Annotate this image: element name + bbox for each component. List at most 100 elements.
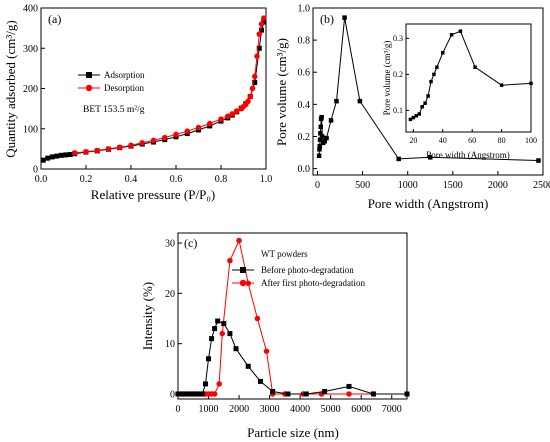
panel-c-label: (c) [184, 236, 197, 250]
panel-c-after-line [178, 238, 407, 395]
legend-desorption-label: Desorption [104, 83, 144, 93]
panel-c-after-point [216, 381, 222, 387]
panel-b-series-point [317, 143, 323, 149]
panel-b-ylabel: Pore volume (cm³/g) [274, 38, 289, 146]
panel-a-isotherm: 0.0 0.2 0.4 0.6 0.8 1.0 0 100 200 300 400 (a) BET … [3, 4, 272, 203]
panel-a-desorption-point [238, 105, 244, 112]
panel-c-before-point [196, 391, 202, 397]
panel-a-desorption-point [256, 31, 262, 37]
panel-a-xtick-label: 0.6 [170, 174, 183, 185]
panel-a-ylabel: Quantity adsorbed (cm³/g) [3, 20, 18, 157]
panel-c-before-point [285, 391, 291, 397]
panel-c-particle-size: 0 1000 2000 3000 4000 5000 6000 7000 0 10 20 30 (c)… [140, 232, 410, 440]
panel-c-before-point [221, 321, 227, 327]
inset-series-point [411, 115, 416, 120]
panel-c-after-point [254, 315, 261, 322]
panel-c-before-point [202, 381, 208, 387]
panel-a-desorption-point [150, 137, 157, 144]
panel-c-series [175, 237, 410, 397]
panel-c-before-point [404, 391, 410, 397]
panel-b-frame [312, 7, 544, 176]
panel-a-adsorption-point [54, 153, 60, 159]
panel-a-desorption-point [207, 120, 213, 127]
inset-frame [405, 23, 532, 133]
legend-adsorption-marker [86, 72, 92, 78]
inset-series-point [426, 94, 430, 98]
panel-b-series-point [319, 134, 325, 139]
panel-b-series-point [536, 158, 541, 163]
panel-c-ytick-label: 10 [165, 339, 175, 350]
panel-c-before-point [215, 318, 221, 324]
panel-c-after-point [211, 391, 218, 397]
panel-b-series-point [322, 139, 327, 144]
panel-b-xtick-label: 1000 [398, 180, 418, 191]
panel-a-ytick-label: 0 [33, 165, 38, 176]
panel-a-series [40, 15, 267, 163]
panel-b-series [316, 15, 541, 163]
panel-a-ytick-label: 100 [23, 124, 38, 135]
panel-b-ytick-label: 0.6 [298, 68, 311, 79]
panel-a-adsorption-point [45, 155, 51, 161]
panel-a-ytick-label: 200 [23, 84, 38, 95]
inset-ytick-label: 0.2 [393, 70, 403, 79]
panel-c-xtick-label: 0 [176, 404, 181, 415]
panel-b-xtick-label: 0 [315, 180, 320, 191]
panel-c-xtick-label: 3000 [260, 404, 280, 415]
panel-c-before-point [212, 326, 218, 332]
inset-xlabel: Pore width (Angstrom) [426, 150, 510, 160]
panel-c-after-point [346, 391, 352, 397]
legend-title: WT powders [261, 249, 308, 259]
panel-a-desorption-point [139, 140, 145, 146]
panel-a-ticks: 0.0 0.2 0.4 0.6 0.8 1.0 0 100 200 300 400 [23, 4, 272, 186]
inset-series-point [435, 65, 439, 69]
panel-a-desorption-point [72, 150, 78, 156]
inset-xtick-label: 80 [498, 136, 506, 145]
panel-c-after-point [236, 237, 242, 244]
panel-c-before-point [270, 388, 276, 394]
panel-a-adsorption-point [261, 19, 267, 25]
inset-series-point [423, 101, 427, 105]
panel-c-xtick-label: 1000 [199, 404, 219, 415]
inset-series-point [420, 105, 424, 109]
panel-b-series-point [342, 15, 347, 20]
panel-a-desorption-point [195, 124, 202, 131]
panel-c-before-point [245, 363, 251, 369]
panel-a-frame [40, 7, 267, 170]
panel-b-series-point [334, 98, 339, 104]
inset-ylabel: Pore volume (cm³/g) [382, 41, 392, 116]
panel-a-ytick-label: 300 [23, 44, 38, 55]
panel-c-before-point [199, 391, 205, 397]
panel-c-before-point [322, 388, 328, 394]
panel-a-desorption-point [162, 134, 168, 141]
panel-c-before-point [206, 356, 212, 362]
legend-desorption-marker [85, 84, 93, 92]
panel-a-xtick-label: 0.8 [215, 174, 228, 185]
panel-a-ytick-label: 400 [23, 4, 38, 15]
panel-b-xlabel: Pore width (Angstrom) [368, 196, 489, 211]
panel-a-adsorption-point [256, 45, 262, 51]
legend-after-label: After first photo-degradation [261, 278, 365, 288]
panel-c-before-point [303, 391, 309, 397]
panel-a-desorption-point [128, 142, 134, 149]
panel-b-xtick-label: 2000 [488, 180, 508, 191]
panel-a-xtick-label: 1.0 [260, 174, 273, 185]
inset-series [408, 29, 533, 122]
inset-xtick-label: 60 [468, 136, 476, 145]
panel-c-before-point [190, 391, 196, 397]
panel-c-before-point [370, 391, 376, 397]
panel-a-desorption-point [258, 21, 265, 27]
inset-xtick-label: 20 [409, 136, 417, 145]
panel-a-desorption-point [252, 73, 258, 80]
panel-a-desorption-point [83, 148, 89, 155]
panel-b-series-point [318, 124, 324, 130]
panel-c-ytick-label: 20 [165, 289, 175, 300]
panel-c-before-point [233, 346, 239, 352]
inset-series-point [449, 33, 454, 37]
panel-b-label: (b) [320, 12, 334, 26]
panel-b-series-point [396, 156, 401, 162]
panel-b-series-point [319, 114, 324, 120]
panel-c-before-point [178, 391, 184, 397]
panel-a-legend: Adsorption Desorption [78, 70, 145, 93]
